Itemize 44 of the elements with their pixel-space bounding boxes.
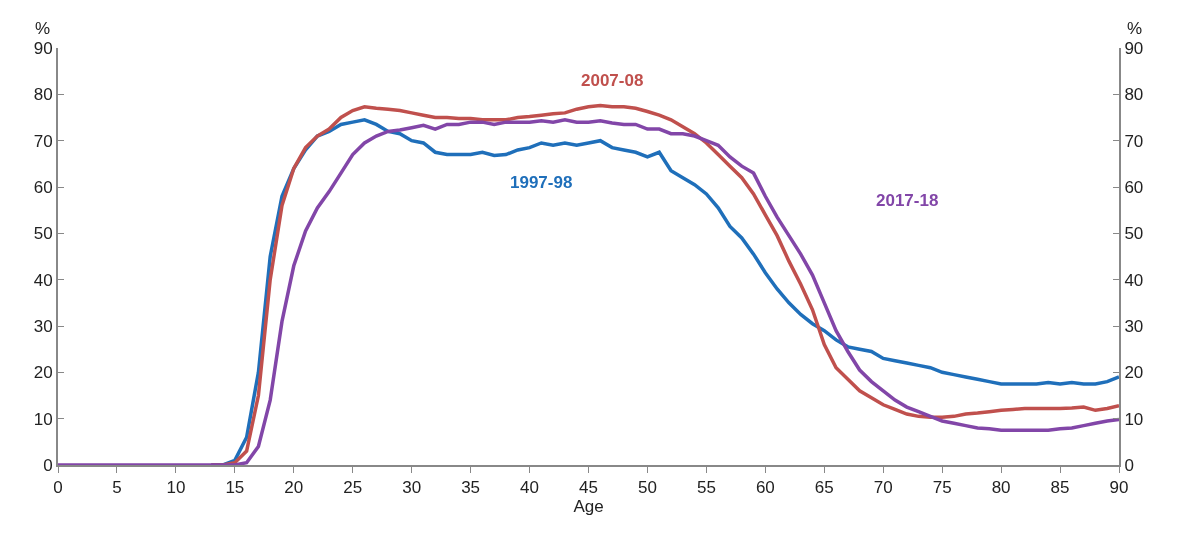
y-tick-label: 60 [33, 177, 53, 197]
y2-tick-label: 90 [1124, 38, 1144, 58]
y2-tick-label: 80 [1124, 85, 1144, 105]
y2-tick-label: 10 [1124, 409, 1144, 429]
series-label: 2007-08 [581, 71, 644, 90]
y-tick-label: 40 [33, 270, 53, 290]
y-tick-label: 10 [33, 409, 53, 429]
x-tick-label: 45 [579, 478, 598, 498]
x-tick-label: 55 [696, 478, 716, 498]
text: 2017-18 [876, 191, 939, 210]
y2-tick-label: 70 [1124, 131, 1144, 151]
series-label: 1997-98 [510, 173, 573, 192]
y2-tick-label: 30 [1124, 316, 1144, 336]
y-tick-label: 30 [33, 316, 53, 336]
y2-tick-label: 20 [1124, 363, 1144, 383]
y2-axis-title: % [1127, 19, 1143, 38]
x-tick-label: 30 [402, 478, 422, 498]
x-tick-label: 40 [520, 478, 540, 498]
y-axis-title: % [35, 19, 51, 38]
y-tick-label: 90 [33, 38, 53, 58]
y-tick-label: 20 [33, 363, 53, 383]
y2-tick-label: 40 [1124, 270, 1144, 290]
x-tick-label: 75 [932, 478, 952, 498]
x-tick-label: 25 [343, 478, 363, 498]
x-tick-label: 5 [112, 478, 122, 498]
x-tick-label: 70 [873, 478, 893, 498]
x-tick-label: 80 [991, 478, 1011, 498]
x-tick-label: 65 [814, 478, 834, 498]
y-tick-label: 0 [43, 455, 53, 475]
x-tick-label: 35 [461, 478, 481, 498]
x-tick-label: 50 [637, 478, 657, 498]
x-tick-label: 60 [755, 478, 775, 498]
x-tick-label: 90 [1109, 478, 1129, 498]
y-tick-label: 50 [33, 224, 53, 244]
x-axis-title: Age [573, 497, 604, 517]
x-tick-label: 15 [225, 478, 245, 498]
y2-tick-label: 60 [1124, 177, 1144, 197]
x-tick-label: 85 [1050, 478, 1070, 498]
x-tick-label: 10 [166, 478, 186, 498]
y2-tick-label: 0 [1124, 455, 1134, 475]
y2-tick-label: 50 [1124, 224, 1144, 244]
y-tick-label: 80 [33, 85, 53, 105]
y-tick-label: 70 [33, 131, 53, 151]
x-tick-label: 20 [284, 478, 304, 498]
